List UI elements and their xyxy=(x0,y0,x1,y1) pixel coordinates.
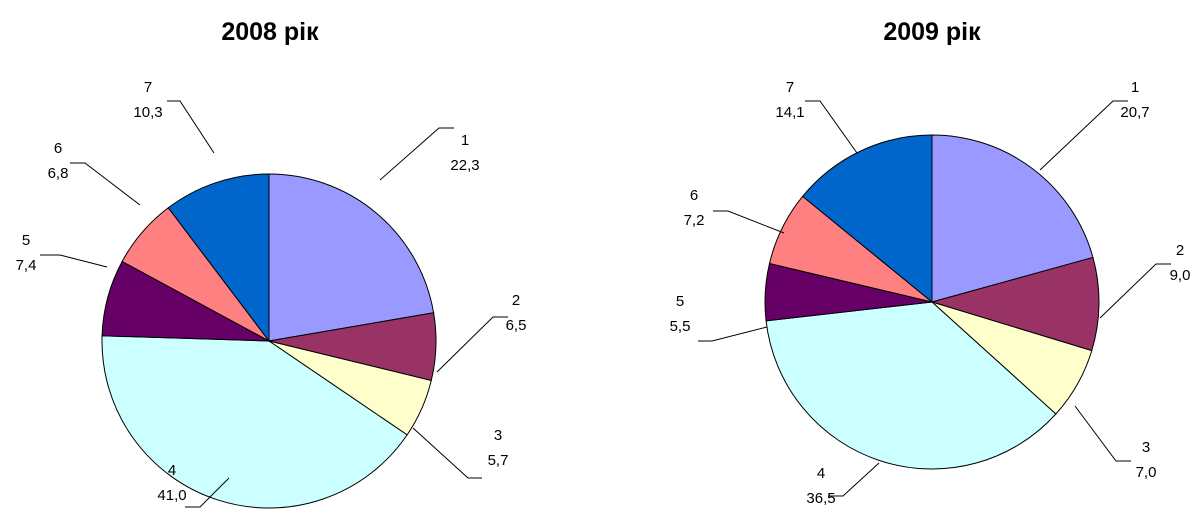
slice-category-label: 2 xyxy=(512,292,520,309)
leader-line xyxy=(379,127,454,181)
leader-line xyxy=(698,326,768,342)
slice-value-label: 7,0 xyxy=(1136,464,1157,481)
slice-value-label: 22,3 xyxy=(450,157,479,174)
slice-value-label: 6,8 xyxy=(48,165,69,182)
leader-line xyxy=(713,210,785,234)
pie-chart-2009: 2009 рік 1 20,7 2 9,0 3 7,0 4 36,5 5 5,5 6 7,2 7 14,1 xyxy=(670,18,1191,507)
slice-value-label: 9,0 xyxy=(1170,267,1191,284)
slice-value-label: 14,1 xyxy=(775,104,804,121)
pie-slice-1 xyxy=(931,134,1094,303)
slice-category-label: 3 xyxy=(1142,439,1150,456)
leader-line xyxy=(1099,263,1171,319)
pie-slice-7 xyxy=(801,134,933,304)
pie-slice-2 xyxy=(930,256,1100,352)
leader-line xyxy=(828,462,880,497)
slice-value-label: 41,0 xyxy=(157,487,186,504)
slice-category-label: 7 xyxy=(144,79,152,96)
pie-slice-1 xyxy=(268,173,435,342)
slice-category-label: 2 xyxy=(1176,242,1184,259)
pie-slice-7 xyxy=(167,173,270,343)
slice-category-label: 4 xyxy=(817,465,825,482)
leader-line xyxy=(185,477,230,508)
slice-category-label: 6 xyxy=(690,187,698,204)
leader-line xyxy=(1039,100,1128,171)
slice-value-label: 5,5 xyxy=(670,318,691,335)
chart-title-2008: 2008 рік xyxy=(221,18,319,46)
leader-line xyxy=(436,316,508,373)
slice-value-label: 20,7 xyxy=(1120,104,1149,121)
pie-slice-4 xyxy=(765,301,1057,470)
slice-value-label: 6,5 xyxy=(506,317,527,334)
slice-category-label: 5 xyxy=(22,232,30,249)
leader-line xyxy=(167,100,215,154)
slice-category-label: 5 xyxy=(676,293,684,310)
pie-slice-4 xyxy=(101,335,408,509)
leader-line xyxy=(70,162,141,206)
slice-category-label: 6 xyxy=(54,140,62,157)
leader-line xyxy=(412,427,482,479)
slice-value-label: 7,2 xyxy=(684,212,705,229)
slice-value-label: 36,5 xyxy=(806,490,835,507)
slice-category-label: 7 xyxy=(786,79,794,96)
slice-category-label: 1 xyxy=(461,132,469,149)
pie-chart-2008: 2008 рік 1 22,3 2 6,5 3 5,7 4 41,0 5 7,4 6 6,8 7 10,3 xyxy=(16,18,527,509)
slice-category-label: 4 xyxy=(168,462,176,479)
slice-value-label: 10,3 xyxy=(133,104,162,121)
chart-title-2009: 2009 рік xyxy=(883,18,981,46)
leader-line xyxy=(40,254,108,268)
slice-category-label: 3 xyxy=(494,427,502,444)
slice-value-label: 7,4 xyxy=(16,257,37,274)
leader-line xyxy=(805,100,858,154)
slice-category-label: 1 xyxy=(1131,79,1139,96)
slice-value-label: 5,7 xyxy=(488,452,509,469)
leader-line xyxy=(1074,405,1131,462)
